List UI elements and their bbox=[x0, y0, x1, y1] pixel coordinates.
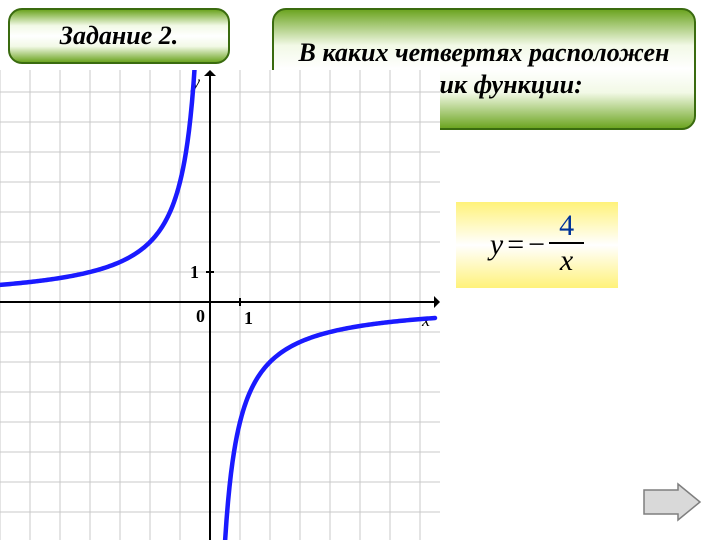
formula: y = − 4 x bbox=[490, 211, 584, 279]
formula-denominator: x bbox=[550, 244, 583, 277]
svg-text:0: 0 bbox=[196, 306, 205, 326]
task-number-box: Задание 2. bbox=[8, 8, 230, 64]
svg-text:1: 1 bbox=[244, 308, 253, 328]
formula-numerator: 4 bbox=[549, 209, 584, 244]
function-chart: 110xy bbox=[0, 70, 440, 540]
svg-text:1: 1 bbox=[190, 262, 199, 282]
formula-box: y = − 4 x bbox=[456, 202, 618, 288]
formula-neg: − bbox=[528, 228, 545, 262]
next-arrow-icon[interactable] bbox=[642, 482, 702, 522]
formula-lhs: y bbox=[490, 228, 503, 262]
formula-fraction: 4 x bbox=[549, 209, 584, 277]
task-number-text: Задание 2. bbox=[60, 21, 179, 51]
formula-eq: = bbox=[507, 228, 524, 262]
